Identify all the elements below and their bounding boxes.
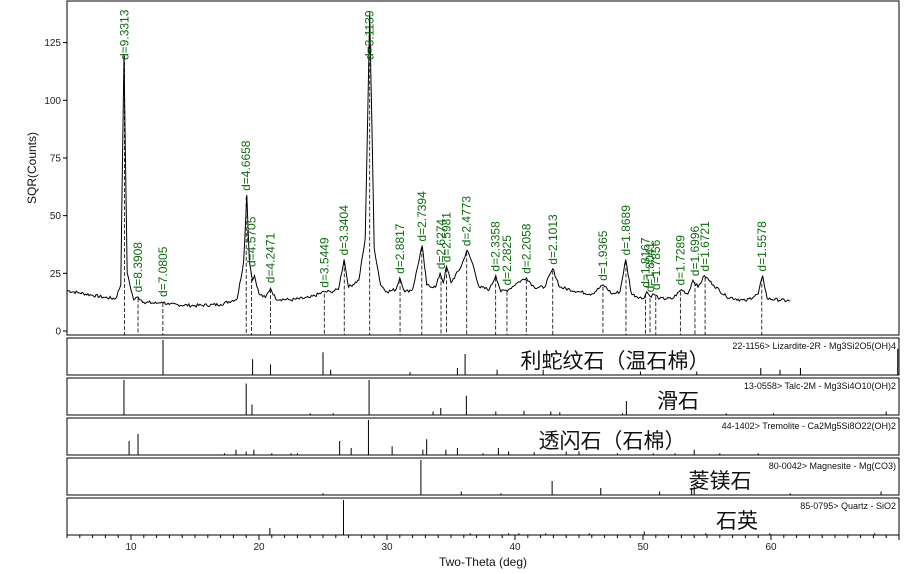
panel-mineral-name: 透闪石（石棉） — [539, 429, 686, 453]
panel-frame — [66, 377, 900, 416]
panel-frame — [66, 497, 900, 536]
y-tick-label: 125 — [44, 38, 61, 49]
peak-label: d=1.9365 — [596, 230, 610, 281]
peak-label: d=2.2058 — [519, 223, 533, 274]
panel-mineral-name: 菱镁石 — [689, 469, 752, 493]
panel-frame — [66, 457, 900, 496]
panel-reference-label: 80-0042> Magnesite - Mg(CO3) — [769, 461, 896, 471]
panel-reference-label: 85-0795> Quartz - SiO2 — [800, 501, 896, 511]
peak-label: d=2.2825 — [500, 235, 514, 286]
peak-label: d=2.8817 — [393, 223, 407, 274]
reference-panel: 85-0795> Quartz - SiO2 石英 — [66, 497, 900, 536]
peak-label: d=3.1139 — [363, 10, 377, 60]
peak-label: d=2.5981 — [439, 212, 453, 263]
reference-panel: 80-0042> Magnesite - Mg(CO3) 菱镁石 — [66, 457, 900, 496]
peak-label: d=2.7394 — [415, 191, 429, 242]
y-tick-label: 75 — [50, 153, 62, 164]
reference-panel: 44-1402> Tremolite - Ca2Mg5Si8O22(OH)2 透闪… — [66, 417, 900, 456]
peak-markers: d=9.3313 d=8.3908 d=7.0805 d=4.6658 d=4.5705… — [118, 9, 769, 335]
peak-label: d=9.3313 — [118, 9, 132, 60]
panel-mineral-name: 滑石 — [657, 389, 699, 413]
y-tick-label: 100 — [44, 96, 61, 107]
peak-label: d=8.3908 — [131, 242, 145, 293]
peak-label: d=1.7289 — [673, 235, 687, 286]
peak-label: d=1.6996 — [688, 225, 702, 276]
peak-label: d=4.5705 — [244, 216, 258, 267]
y-tick-label: 25 — [50, 269, 62, 280]
peak-label: d=1.7856 — [649, 239, 663, 290]
main-plot-frame — [66, 0, 900, 336]
y-tick-label: 0 — [55, 327, 61, 338]
panel-frame — [66, 337, 900, 376]
y-axis: 0 25 50 75 100 125 — [44, 38, 67, 338]
peak-label: d=3.3404 — [337, 205, 351, 256]
panel-mineral-name: 石英 — [716, 509, 758, 533]
panel-mineral-name: 利蛇纹石（温石棉） — [521, 349, 710, 373]
peak-label: d=7.0805 — [156, 246, 170, 297]
peak-label: d=3.5449 — [317, 237, 331, 288]
reference-panel: 13-0558> Talc-2M - Mg3Si4O10(OH)2 滑石 — [66, 377, 900, 416]
peak-label: d=2.3358 — [489, 221, 503, 272]
x-tick-label: 20 — [253, 542, 265, 553]
peak-label: d=1.5578 — [755, 221, 769, 272]
peak-label: d=4.2471 — [264, 232, 278, 283]
x-tick-label: 60 — [765, 542, 777, 553]
x-axis-title: Two-Theta (deg) — [439, 555, 527, 569]
panel-reference-label: 22-1156> Lizardite-2R - Mg3Si2O5(OH)4 — [732, 341, 896, 351]
x-tick-label: 40 — [509, 542, 521, 553]
peak-label: d=1.6721 — [698, 221, 712, 272]
peak-label: d=2.6274 — [434, 219, 448, 270]
x-tick-label: 50 — [637, 542, 649, 553]
peak-label: d=4.6658 — [239, 140, 253, 191]
peak-label: d=2.4773 — [460, 196, 474, 247]
x-axis: 10 20 30 40 50 60 — [66, 535, 900, 553]
panel-reference-label: 44-1402> Tremolite - Ca2Mg5Si8O22(OH)2 — [722, 421, 896, 431]
reference-panels: 22-1156> Lizardite-2R - Mg3Si2O5(OH)4 利蛇纹… — [66, 337, 900, 536]
peak-label: d=2.1013 — [546, 214, 560, 265]
reference-panel: 22-1156> Lizardite-2R - Mg3Si2O5(OH)4 利蛇纹… — [66, 337, 900, 376]
peak-label: d=1.8041 — [643, 242, 657, 293]
xrd-pattern-line — [66, 12, 791, 308]
peak-label: d=1.8689 — [619, 205, 633, 256]
peak-label: d=1.8167 — [639, 237, 653, 288]
y-axis-title: SQR(Counts) — [25, 132, 39, 204]
y-tick-label: 50 — [50, 211, 62, 222]
x-tick-label: 10 — [125, 542, 137, 553]
panel-reference-label: 13-0558> Talc-2M - Mg3Si4O10(OH)2 — [744, 381, 896, 391]
x-tick-label: 30 — [381, 542, 393, 553]
